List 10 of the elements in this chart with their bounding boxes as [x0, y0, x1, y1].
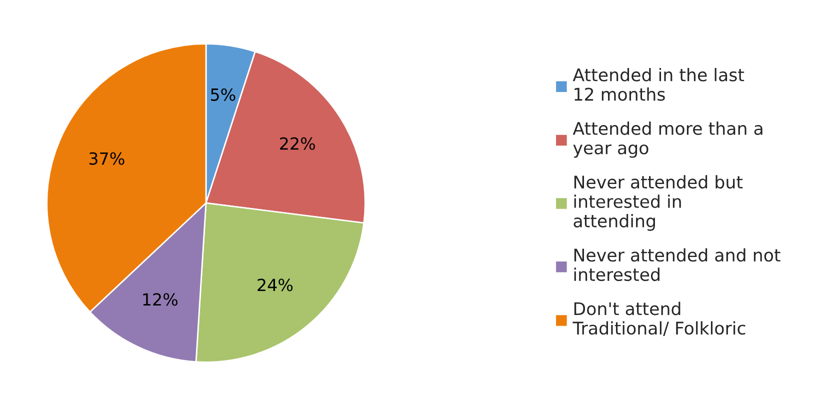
data-label: 12% [143, 293, 178, 306]
legend-label: Attended more than a year ago [572, 122, 762, 158]
data-label: 5% [210, 88, 236, 101]
legend-label: Attended in the last 12 months [572, 68, 744, 101]
legend-label: Never attended and not interested [574, 248, 780, 282]
data-label: 24% [258, 278, 293, 292]
data-label: 37% [89, 152, 124, 165]
legend-label: Don't attend Traditional/ Folkloric [572, 302, 746, 336]
data-label: 22% [280, 137, 315, 150]
legend-label: Never attended but interested in attending [574, 175, 743, 231]
